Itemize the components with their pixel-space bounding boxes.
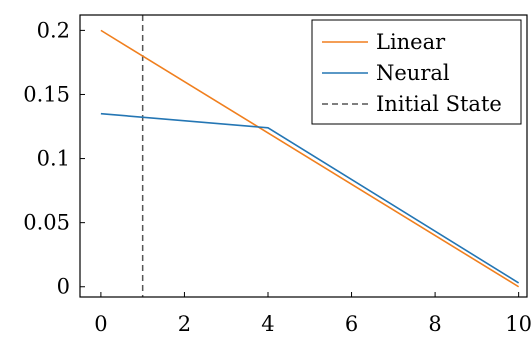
axes: 0 2 4 6 8 10 0 0.05 0.1 0.15 0.2: [23, 14, 532, 336]
y-tick-label: 0: [57, 275, 70, 299]
legend-label-linear: Linear: [376, 30, 446, 54]
x-tick-label: 10: [505, 312, 532, 336]
series-line-neural: [100, 112, 520, 284]
y-tick-label: 0.15: [23, 82, 70, 106]
y-tick-label: 0.05: [23, 211, 70, 235]
x-tick-label: 6: [345, 312, 358, 336]
x-tick-label: 4: [261, 312, 274, 336]
y-tick-label: 0.2: [37, 18, 70, 42]
legend: Linear Neural Initial State: [311, 19, 522, 125]
x-tick-label: 2: [178, 312, 191, 336]
legend-label-neural: Neural: [376, 61, 450, 85]
legend-box: [311, 19, 522, 125]
series-line-linear: [100, 29, 520, 288]
axis-frame: [79, 14, 528, 298]
plot-area: [100, 15, 520, 297]
x-tick-label: 0: [94, 312, 107, 336]
x-tick-label: 8: [428, 312, 441, 336]
legend-label-initial-state: Initial State: [376, 92, 502, 116]
y-tick-label: 0.1: [37, 147, 70, 171]
